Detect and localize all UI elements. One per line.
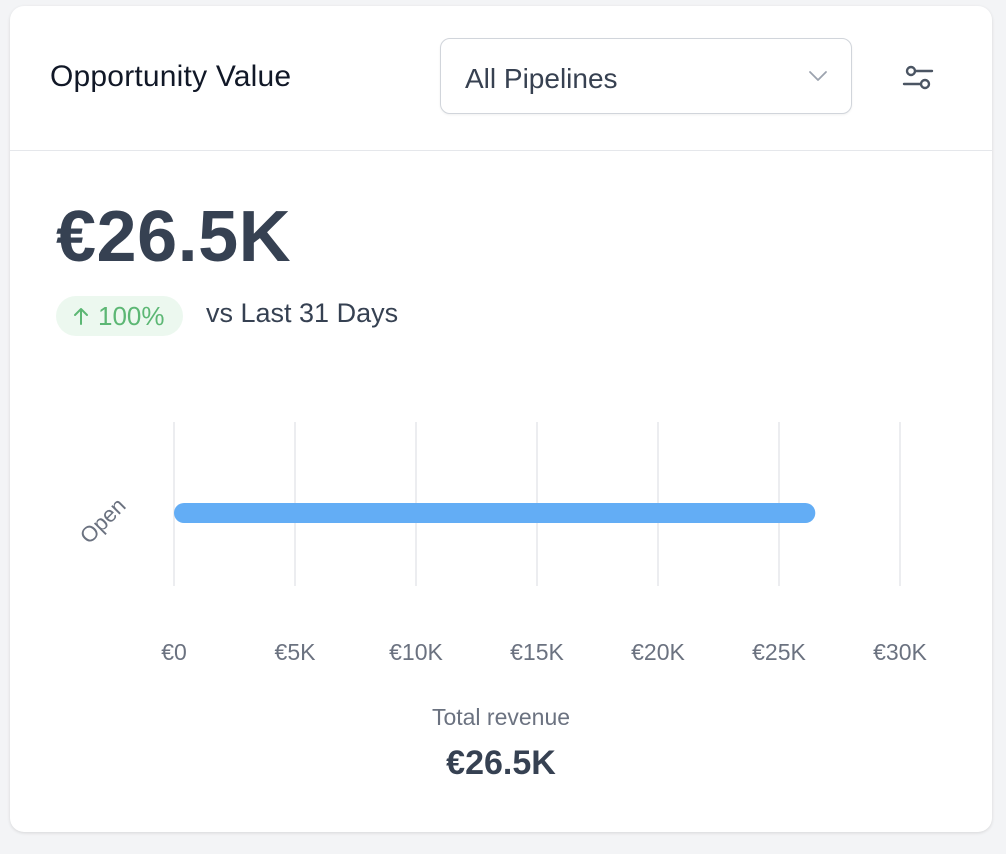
x-tick-label: €15K xyxy=(510,639,564,665)
x-tick-label: €30K xyxy=(873,639,927,665)
card-header: Opportunity Value All Pipelines xyxy=(10,6,992,151)
total-value: €26.5K xyxy=(446,744,556,782)
x-tick-label: €0 xyxy=(161,639,187,665)
x-tick-label: €5K xyxy=(275,639,317,665)
arrow-up-icon xyxy=(72,306,90,326)
card-title: Opportunity Value xyxy=(50,60,292,93)
x-tick-label: €20K xyxy=(631,639,685,665)
total-label: Total revenue xyxy=(431,704,571,730)
y-category-label: Open xyxy=(75,493,131,549)
change-badge: 100% xyxy=(56,296,183,336)
pipeline-select[interactable]: All Pipelines xyxy=(440,38,852,114)
x-tick-label: €10K xyxy=(389,639,443,665)
chevron-down-icon xyxy=(809,71,827,81)
x-tick-label: €25K xyxy=(752,639,806,665)
bar-chart: €0 €5K €10K €15K €20K €25K €30K Open xyxy=(75,422,928,665)
pipeline-select-value: All Pipelines xyxy=(465,63,618,94)
comparison-text: vs Last 31 Days xyxy=(206,298,399,328)
filter-settings-button[interactable] xyxy=(900,62,936,94)
bar-open[interactable] xyxy=(174,503,816,523)
filter-sliders-icon xyxy=(902,65,934,90)
opportunity-value-card: Opportunity Value All Pipelines €26.5K 1… xyxy=(10,6,992,832)
change-percent: 100% xyxy=(98,300,165,331)
summary-value: €26.5K xyxy=(56,197,292,277)
